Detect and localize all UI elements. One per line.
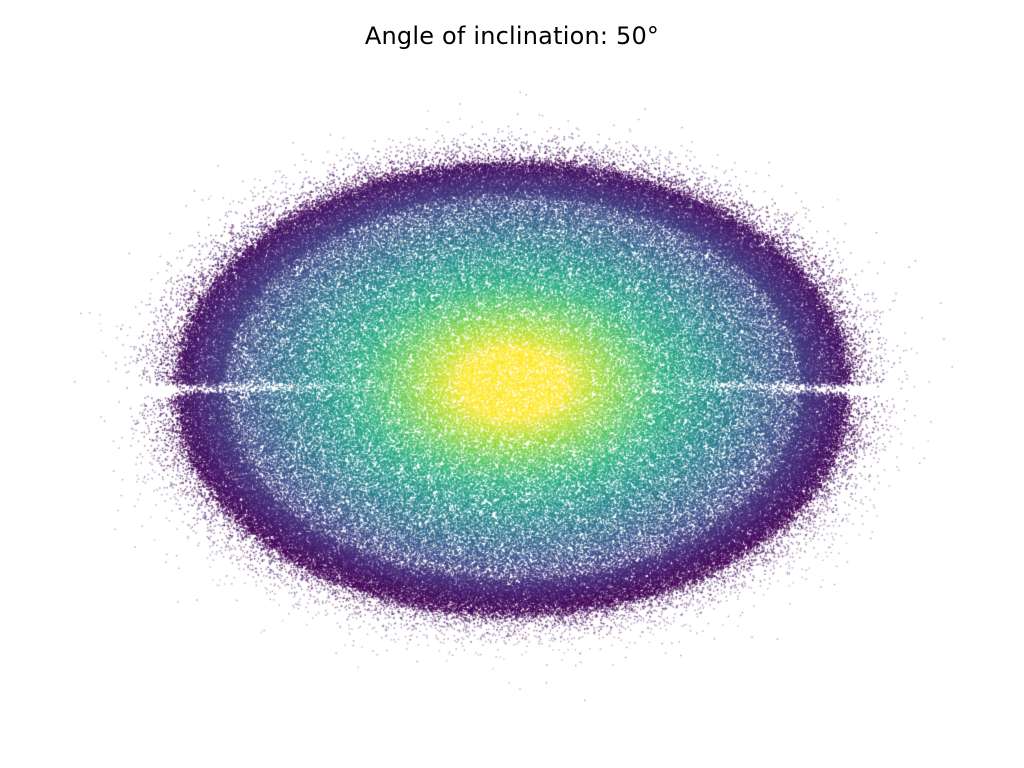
plot-title: Angle of inclination: 50° bbox=[364, 22, 660, 50]
